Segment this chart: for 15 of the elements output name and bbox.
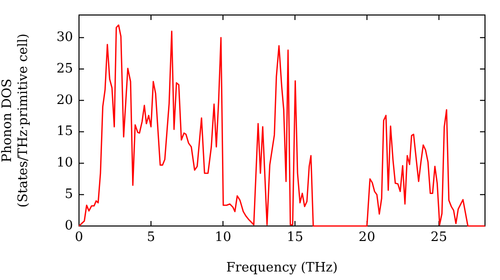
x-tick-label: 0	[74, 230, 84, 246]
x-tick-label: 25	[430, 230, 448, 246]
x-tick-label: 15	[286, 230, 304, 246]
y-tick-label: 20	[56, 92, 73, 108]
x-tick-label: 20	[358, 230, 376, 246]
x-tick-label: 5	[146, 230, 156, 246]
y-tick-label: 10	[56, 156, 73, 171]
y-axis-title: Phonon DOS (States/THz·primitive cell)	[0, 33, 31, 208]
x-axis-title: Frequency (THz)	[226, 260, 338, 276]
y-tick-label: 15	[56, 124, 73, 140]
y-tick-label: 0	[64, 218, 73, 234]
y-tick-label: 5	[64, 186, 73, 202]
x-tick-label: 10	[214, 230, 232, 246]
y-tick-label: 25	[56, 61, 73, 76]
y-tick-label: 30	[56, 30, 73, 45]
